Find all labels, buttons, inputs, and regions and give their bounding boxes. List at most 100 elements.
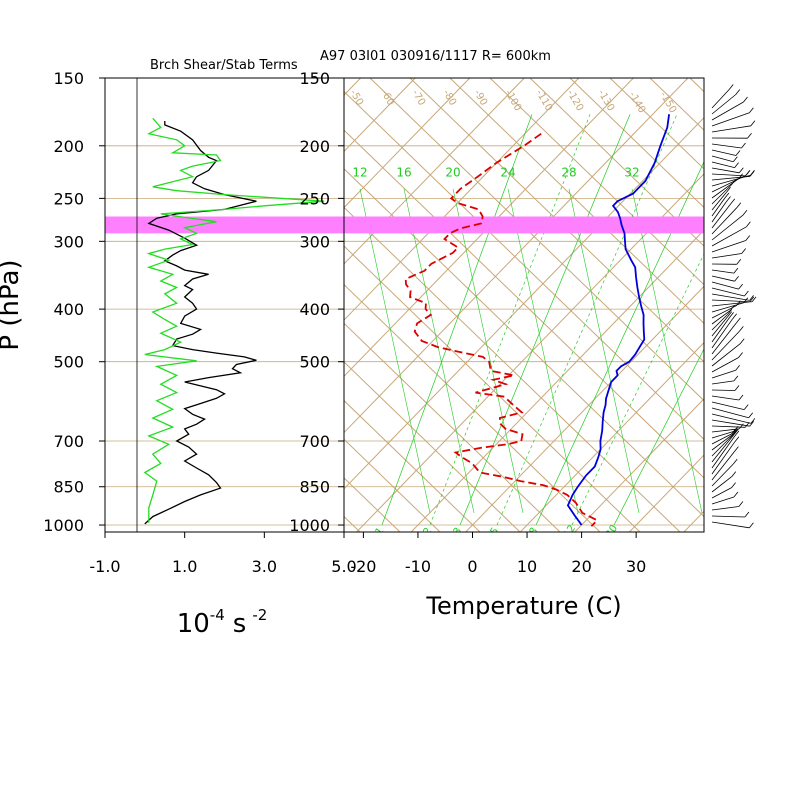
wind-barb-flag <box>731 428 736 435</box>
wind-barb <box>711 433 732 445</box>
moist-adiabat-line <box>403 188 475 514</box>
right-x-ticks: -20 -10 0 10 20 30 <box>350 532 646 576</box>
wind-barb <box>711 395 740 401</box>
wind-barb-flag <box>743 404 749 410</box>
wind-barb <box>711 343 741 367</box>
y-tick-label: 300 <box>53 232 84 251</box>
wind-barb <box>711 89 730 109</box>
wind-barb <box>711 155 734 163</box>
wind-barb-flag <box>745 170 751 176</box>
wind-barb <box>711 191 727 211</box>
wind-barb <box>711 302 744 313</box>
y-axis-label: P (hPa) <box>0 259 25 350</box>
isotherm <box>344 78 471 209</box>
x-tick-label: 1.0 <box>172 557 197 576</box>
left-panel-title: Brch Shear/Stab Terms <box>150 58 298 73</box>
y-tick-label: 150 <box>53 69 84 88</box>
units-suffix: s <box>233 609 247 639</box>
right-panel-frame <box>343 77 705 533</box>
mixing-ratio-bottom-label: 3 <box>452 526 465 538</box>
wind-barb-flag <box>749 522 754 529</box>
y-tick-label: 700 <box>53 432 84 451</box>
moist-adiabat-line <box>359 188 431 514</box>
isotherm <box>793 78 800 532</box>
moist-adiabat-line <box>507 188 579 514</box>
y-tick-label: 1000 <box>289 516 330 535</box>
wind-barb-flag <box>731 471 737 477</box>
wind-barb-flag <box>726 186 731 193</box>
moist-adiabat-line <box>631 188 703 514</box>
wind-barb-flag <box>744 422 750 428</box>
wind-barb-flag <box>731 429 737 436</box>
mixing-ratio-line <box>613 348 704 526</box>
mixing-ratio-bottom-label: 8 <box>528 526 541 538</box>
x-tick-label: -10 <box>405 557 431 576</box>
dry-adiabat <box>730 78 800 532</box>
wind-barb-flag <box>733 375 739 382</box>
wind-barb-flag <box>734 430 740 437</box>
wind-barb <box>711 275 735 282</box>
wind-barb <box>711 281 739 290</box>
wind-barb <box>711 433 735 463</box>
x-tick-label: 0 <box>467 557 477 576</box>
wind-barb-flag <box>738 173 743 179</box>
wind-barb-flag <box>736 317 741 324</box>
isotherm-label: -100 <box>502 88 523 113</box>
dewpoint-profile-line <box>404 132 599 527</box>
highlight-band <box>105 216 344 234</box>
left-pressure-ticks: 150 200 250 300 400 500 700 850 1000 <box>43 69 105 535</box>
dry-adiabat <box>770 78 800 532</box>
isotherm-label: -90 <box>471 88 489 108</box>
isotherm-label: -60 <box>378 88 396 108</box>
dry-adiabat <box>344 90 704 440</box>
mixing-ratio-top-label: 24 <box>500 166 515 180</box>
dry-adiabat <box>344 361 521 532</box>
right-series-group <box>404 114 670 527</box>
isotherm-label: -50 <box>347 88 365 108</box>
left-x-axis-label: 10-4 s -2 <box>177 606 268 639</box>
wind-barb <box>711 506 739 511</box>
stability-term-line <box>143 117 325 523</box>
wind-barb-flag <box>733 426 739 432</box>
dry-adiabat <box>344 206 681 532</box>
wind-barb <box>711 253 742 259</box>
wind-barb <box>711 240 746 253</box>
wind-barb <box>711 521 750 529</box>
isotherm-label: -110 <box>533 88 554 113</box>
wind-barb <box>711 161 735 168</box>
x-tick-label: 5.0 <box>331 557 356 576</box>
dry-adiabat <box>344 399 481 532</box>
y-tick-label: 700 <box>299 432 330 451</box>
isotherm <box>344 78 634 378</box>
mixing-ratio-bottom-label: 5 <box>489 526 502 538</box>
wind-barb <box>711 317 730 343</box>
temperature-profile-line <box>566 114 670 526</box>
mixing-ratio-bottom-label: 1 <box>374 526 387 538</box>
wind-barb <box>711 434 734 457</box>
wind-barb <box>711 173 746 177</box>
wind-barb <box>711 94 737 115</box>
wind-barb <box>711 214 744 241</box>
wind-barb <box>711 293 750 301</box>
wind-barb-flag <box>730 179 736 186</box>
x-tick-label: -20 <box>350 557 376 576</box>
wind-barb-flag <box>729 312 734 318</box>
wind-barb <box>711 309 731 325</box>
wind-barb-flag <box>730 198 736 205</box>
wind-barb-flag <box>738 501 744 507</box>
wind-barb-flag <box>736 300 741 306</box>
wind-barb <box>711 201 727 223</box>
mixing-ratio-line <box>429 114 591 526</box>
wind-barb <box>711 143 742 149</box>
y-tick-label: 500 <box>299 353 330 372</box>
wind-barb-flag <box>734 275 739 282</box>
y-tick-label: 850 <box>53 478 84 497</box>
y-tick-label: 400 <box>53 300 84 319</box>
wind-barb-flag <box>746 221 751 228</box>
wind-barb <box>711 369 736 379</box>
dry-adiabat <box>689 78 704 93</box>
wind-barb <box>711 401 745 410</box>
mixing-ratio-top-label: 16 <box>396 166 411 180</box>
wind-barb <box>711 380 734 385</box>
